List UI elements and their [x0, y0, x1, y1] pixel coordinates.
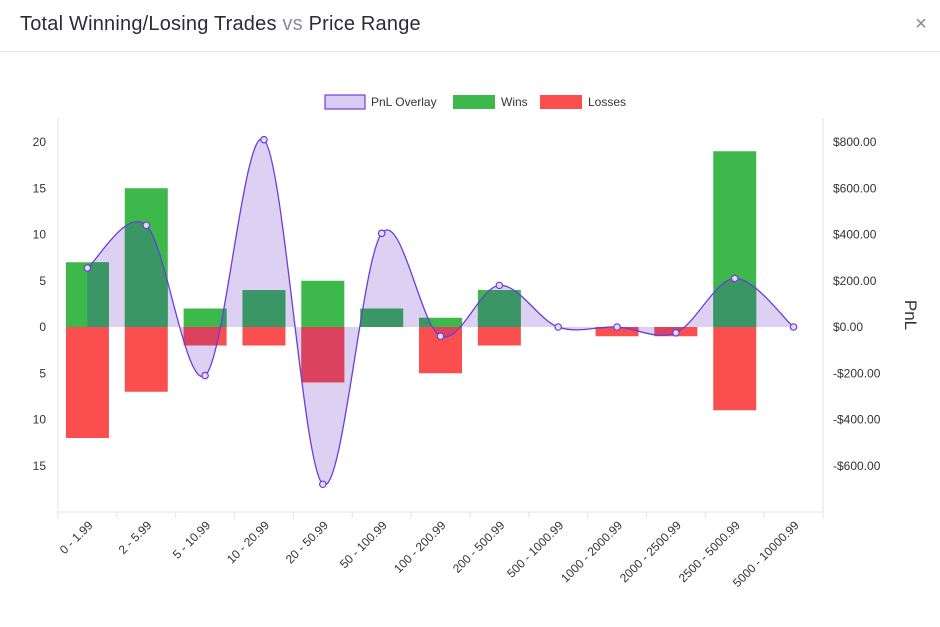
pnl-point	[613, 323, 621, 331]
y-left-tick-label: 10	[33, 228, 47, 242]
y-left-tick-label: 10	[33, 413, 47, 427]
y-right-tick-label: $0.00	[833, 320, 863, 334]
bar-losses	[242, 327, 286, 346]
y-right-tick-label: $400.00	[833, 228, 877, 242]
pnl-point	[789, 323, 798, 331]
chart-container: 20 15 10 5 0 5 10 15 $800.00 $600.00 $400.00 $200.0…	[0, 52, 940, 622]
title-part1: Total Winning/Losing Trades	[20, 13, 277, 35]
bar-wins	[419, 317, 462, 327]
pnl-point	[201, 371, 209, 380]
pnl-point	[495, 281, 504, 290]
legend-label: PnL Overlay	[371, 95, 437, 109]
x-tick-label: 2 - 5.99	[116, 518, 155, 557]
y-left-tick-label: 5	[39, 366, 46, 380]
bar-wins	[183, 308, 227, 327]
pnl-point	[730, 274, 739, 283]
pnl-point	[436, 332, 445, 341]
title-part2: Price Range	[308, 13, 421, 35]
bar-wins-overlap	[87, 262, 109, 327]
modal-title: Total Winning/Losing Trades vs Price Ran…	[20, 13, 421, 36]
legend-swatch	[540, 95, 582, 109]
y-right-axis-title: PnL	[901, 300, 920, 330]
y-left-tick-label: 5	[39, 274, 46, 288]
bar-losses-overlap	[183, 327, 227, 346]
bar-wins-overlap	[360, 308, 404, 327]
pnl-point	[260, 135, 268, 144]
x-tick-label: 200 - 500.99	[450, 518, 508, 576]
y-right-tick-label: $200.00	[833, 274, 877, 288]
bar-losses	[477, 327, 521, 346]
y-left-tick-label: 15	[33, 459, 47, 473]
x-tick-label: 10 - 20.99	[224, 518, 272, 566]
x-tick-label: 500 - 1000.99	[504, 518, 567, 581]
y-right-tick-label: $600.00	[833, 181, 877, 195]
bar-wins	[301, 280, 345, 327]
legend-swatch	[324, 94, 366, 110]
y-left-tick-label: 20	[33, 135, 47, 149]
bar-losses	[595, 327, 639, 337]
bar-losses	[65, 327, 109, 438]
bar-wins-overlap	[477, 290, 521, 327]
x-tick-label: 20 - 50.99	[283, 518, 331, 566]
pnl-point	[377, 229, 386, 238]
modal-header: Total Winning/Losing Trades vs Price Ran…	[0, 0, 940, 52]
x-tick-label: 5 - 10.99	[170, 518, 214, 562]
y-right-tick-label: -$600.00	[833, 459, 881, 473]
y-left-tick-label: 0	[39, 320, 46, 334]
bar-losses	[124, 327, 168, 392]
x-tick-label: 50 - 100.99	[337, 518, 390, 571]
y-right-tick-label: -$400.00	[833, 413, 881, 427]
legend-label: Losses	[588, 95, 626, 109]
pnl-point	[554, 323, 562, 331]
chart-svg: 20 15 10 5 0 5 10 15 $800.00 $600.00 $400.00 $200.0…	[33, 94, 920, 590]
pnl-point	[142, 221, 151, 230]
legend-swatch	[453, 95, 495, 109]
x-tick-label: 0 - 1.99	[57, 518, 96, 557]
y-right-tick-label: $800.00	[833, 135, 877, 149]
y-left-tick-label: 15	[33, 181, 47, 195]
x-tick-label: 2000 - 2500.99	[617, 518, 684, 585]
x-tick-label: 100 - 200.99	[391, 518, 449, 576]
close-button[interactable]: ×	[915, 13, 927, 35]
x-tick-label: 2500 - 5000.99	[676, 518, 743, 585]
pnl-point	[319, 480, 327, 489]
pnl-area-fill	[87, 138, 794, 485]
pnl-point	[83, 264, 92, 272]
x-tick-label: 1000 - 2000.99	[558, 518, 625, 585]
title-vs: vs	[282, 13, 303, 35]
legend-label: Wins	[501, 95, 528, 109]
bar-losses	[713, 327, 757, 411]
y-right-tick-label: -$200.00	[833, 366, 881, 380]
bar-losses-overlap	[301, 327, 345, 383]
pnl-point	[672, 328, 680, 337]
bar-wins-overlap	[242, 290, 286, 327]
